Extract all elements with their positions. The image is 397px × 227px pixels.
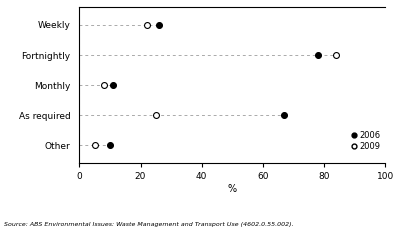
Point	[152, 114, 159, 117]
Point	[315, 53, 321, 57]
Text: Source: ABS Environmental Issues: Waste Management and Transport Use (4602.0.55.: Source: ABS Environmental Issues: Waste …	[4, 222, 294, 227]
Point	[143, 23, 150, 27]
Point	[281, 114, 287, 117]
Point	[91, 143, 98, 147]
Point	[156, 23, 162, 27]
Point	[333, 53, 339, 57]
Point	[110, 83, 116, 87]
X-axis label: %: %	[228, 184, 237, 194]
Legend: 2006, 2009: 2006, 2009	[351, 130, 381, 151]
Point	[107, 143, 113, 147]
Point	[101, 83, 107, 87]
